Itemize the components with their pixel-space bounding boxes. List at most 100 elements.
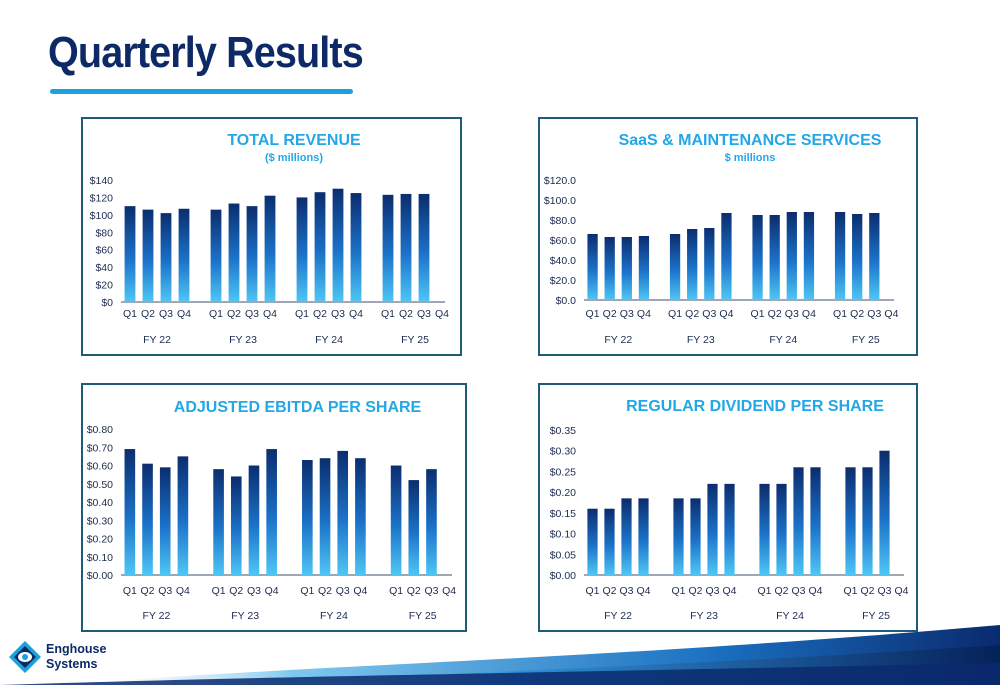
bar xyxy=(752,215,763,300)
total-revenue-chart: TOTAL REVENUE ($ millions) $0 $20 $40 $60 $80 $… xyxy=(81,117,462,356)
title-underline xyxy=(50,89,353,94)
logo-line-2: Systems xyxy=(46,657,98,671)
quarter-label: Q1 xyxy=(668,308,682,320)
y-tick-label: $100.0 xyxy=(544,195,576,207)
y-tick-label: $0.20 xyxy=(550,487,576,499)
y-tick-label: $0.30 xyxy=(550,446,576,458)
y-tick-label: $0.35 xyxy=(550,425,576,437)
bar xyxy=(382,194,394,302)
y-tick-label: $120 xyxy=(90,192,114,204)
quarter-label: Q2 xyxy=(860,585,874,597)
y-tick-label: $0.30 xyxy=(87,515,113,527)
bar xyxy=(852,214,863,300)
chart-svg: REGULAR DIVIDEND PER SHARE $0.00 $0.05 $0.1… xyxy=(550,398,909,622)
bar xyxy=(673,498,684,575)
bar xyxy=(332,188,344,302)
quarter-label: Q2 xyxy=(685,308,699,320)
quarter-label: Q2 xyxy=(774,585,788,597)
bar xyxy=(390,465,402,575)
bar xyxy=(724,483,735,575)
quarter-label: Q2 xyxy=(688,585,702,597)
bar xyxy=(834,212,846,300)
quarter-label: Q1 xyxy=(751,308,765,320)
quarter-label: Q3 xyxy=(785,308,799,320)
bar xyxy=(408,480,420,575)
quarter-label: Q2 xyxy=(141,308,155,320)
quarter-label: Q4 xyxy=(722,585,736,597)
bar xyxy=(786,212,797,300)
y-tick-label: $0.70 xyxy=(87,442,113,454)
chart-svg: SaaS & MAINTENANCE SERVICES $ millions $0.… xyxy=(544,132,899,346)
fiscal-year-label: FY 22 xyxy=(143,334,171,346)
quarter-label: Q3 xyxy=(424,585,438,597)
y-tick-label: $0 xyxy=(101,297,113,309)
bar xyxy=(803,212,815,300)
y-tick-label: $120.0 xyxy=(544,175,576,187)
footer-swoosh xyxy=(0,625,1000,685)
y-tick-label: $0.50 xyxy=(87,479,113,491)
fiscal-year-label: FY 23 xyxy=(687,334,715,346)
quarter-label: Q2 xyxy=(850,308,864,320)
quarter-label: Q4 xyxy=(884,308,898,320)
quarter-label: Q1 xyxy=(389,585,403,597)
logo-line-1: Enghouse xyxy=(46,642,107,656)
quarter-label: Q1 xyxy=(300,585,314,597)
quarter-label: Q3 xyxy=(245,308,259,320)
quarter-label: Q4 xyxy=(177,308,191,320)
bar xyxy=(759,483,770,575)
fiscal-year-label: FY 23 xyxy=(690,610,718,622)
quarter-label: Q4 xyxy=(263,308,277,320)
saas-maintenance-chart: SaaS & MAINTENANCE SERVICES $ millions $0.… xyxy=(538,117,918,356)
page-title: Quarterly Results xyxy=(48,28,364,77)
chart-subtitle: ($ millions) xyxy=(265,152,323,164)
quarter-label: Q1 xyxy=(212,585,226,597)
bar xyxy=(687,229,698,300)
y-tick-label: $0.05 xyxy=(550,549,576,561)
quarter-label: Q1 xyxy=(295,308,309,320)
bar xyxy=(159,467,171,575)
bar xyxy=(213,469,224,575)
quarter-label: Q3 xyxy=(867,308,881,320)
bar xyxy=(337,450,349,575)
bar xyxy=(314,192,326,302)
quarter-label: Q2 xyxy=(399,308,413,320)
bar xyxy=(879,450,890,575)
quarter-label: Q1 xyxy=(843,585,857,597)
chart-title: REGULAR DIVIDEND PER SHARE xyxy=(626,398,884,415)
bar xyxy=(350,193,362,302)
bar xyxy=(178,208,190,302)
bar xyxy=(355,458,366,575)
fiscal-year-label: FY 25 xyxy=(401,334,429,346)
y-tick-label: $0.10 xyxy=(550,529,576,541)
bar xyxy=(638,236,650,300)
quarter-label: Q3 xyxy=(705,585,719,597)
y-tick-label: $0.80 xyxy=(87,424,113,436)
quarter-label: Q4 xyxy=(894,585,908,597)
bar xyxy=(769,215,780,300)
quarter-label: Q4 xyxy=(176,585,190,597)
fiscal-year-label: FY 22 xyxy=(604,610,632,622)
bar xyxy=(604,508,615,575)
bar xyxy=(587,508,598,575)
bar xyxy=(210,209,222,302)
quarter-label: Q2 xyxy=(141,585,155,597)
y-tick-label: $20 xyxy=(95,280,113,292)
bar xyxy=(124,449,136,575)
quarter-label: Q1 xyxy=(585,585,599,597)
fiscal-year-label: FY 24 xyxy=(320,610,348,622)
bar xyxy=(793,467,804,575)
bar xyxy=(319,458,331,575)
bar xyxy=(707,483,718,575)
y-tick-label: $60.0 xyxy=(550,235,576,247)
fiscal-year-label: FY 25 xyxy=(862,610,890,622)
bar xyxy=(810,467,821,575)
quarter-label: Q1 xyxy=(671,585,685,597)
quarter-label: Q1 xyxy=(833,308,847,320)
quarter-label: Q3 xyxy=(877,585,891,597)
y-tick-label: $80.0 xyxy=(550,215,576,227)
bar xyxy=(587,234,598,300)
y-tick-label: $100 xyxy=(90,210,114,222)
quarter-label: Q1 xyxy=(209,308,223,320)
quarter-label: Q1 xyxy=(586,308,600,320)
bar xyxy=(230,476,242,575)
